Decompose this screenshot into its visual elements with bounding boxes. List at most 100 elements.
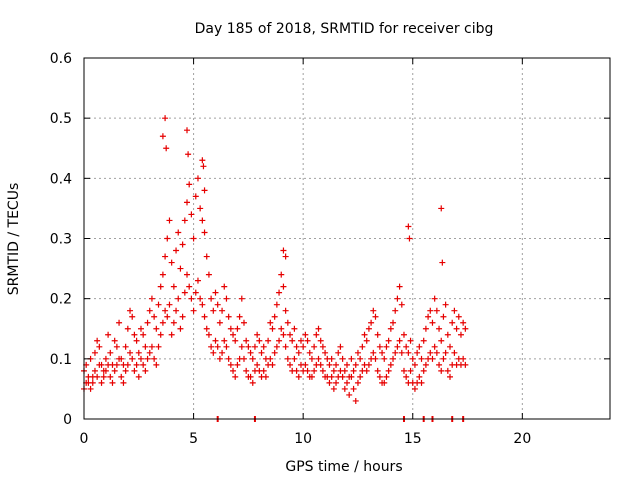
data-point: [133, 361, 140, 368]
data-point: [330, 367, 337, 374]
data-point: [403, 373, 410, 380]
data-point: [179, 313, 186, 320]
data-point: [273, 343, 280, 350]
data-point: [137, 355, 144, 362]
data-point: [365, 325, 372, 332]
data-point: [306, 349, 313, 356]
data-point: [300, 343, 307, 350]
data-point: [438, 367, 445, 374]
data-point: [462, 361, 469, 368]
data-point: [166, 301, 173, 308]
data-point: [341, 385, 348, 392]
data-point: [396, 283, 403, 290]
data-point: [422, 361, 429, 368]
data-point: [319, 367, 326, 374]
data-point: [109, 379, 116, 386]
data-point: [398, 349, 405, 356]
data-point: [210, 349, 217, 356]
data-point: [339, 373, 346, 380]
data-point: [96, 361, 103, 368]
data-point: [111, 337, 118, 344]
data-point: [348, 355, 355, 362]
data-point: [427, 349, 434, 356]
data-point: [124, 325, 131, 332]
data-point: [199, 157, 206, 164]
data-point: [159, 271, 166, 278]
data-point: [278, 325, 285, 332]
data-point: [205, 271, 212, 278]
data-point: [144, 319, 151, 326]
data-point: [260, 367, 267, 374]
data-point: [107, 373, 114, 380]
data-point: [173, 247, 180, 254]
data-point: [405, 223, 412, 230]
data-point: [460, 355, 467, 362]
data-point: [157, 331, 164, 338]
data-point: [151, 313, 158, 320]
data-point: [304, 367, 311, 374]
data-point: [442, 349, 449, 356]
data-point: [153, 361, 160, 368]
data-point: [186, 181, 193, 188]
data-point: [89, 379, 96, 386]
data-point: [460, 319, 467, 326]
data-point: [155, 343, 162, 350]
data-point: [280, 283, 287, 290]
data-point: [127, 307, 134, 314]
data-point: [376, 343, 383, 350]
data-point: [159, 133, 166, 140]
data-point: [282, 343, 289, 350]
data-point: [203, 253, 210, 260]
data-point: [433, 307, 440, 314]
data-point: [163, 145, 170, 152]
data-point: [368, 319, 375, 326]
data-point: [135, 349, 142, 356]
data-point: [194, 175, 201, 182]
data-point: [201, 313, 208, 320]
data-point: [295, 373, 302, 380]
data-point: [431, 295, 438, 302]
data-point: [225, 355, 232, 362]
data-point: [420, 337, 427, 344]
data-point: [394, 295, 401, 302]
data-point: [91, 349, 98, 356]
data-point: [155, 301, 162, 308]
data-point: [133, 337, 140, 344]
data-point: [230, 367, 237, 374]
data-point: [162, 253, 169, 260]
data-point: [304, 337, 311, 344]
data-point: [287, 361, 294, 368]
data-point: [240, 355, 247, 362]
data-point: [315, 355, 322, 362]
x-axis-label: GPS time / hours: [285, 459, 402, 475]
data-point: [227, 325, 234, 332]
data-point: [186, 283, 193, 290]
data-point: [223, 343, 230, 350]
data-point: [219, 307, 226, 314]
data-point: [436, 361, 443, 368]
data-point: [291, 355, 298, 362]
data-point: [162, 307, 169, 314]
data-point: [357, 355, 364, 362]
data-point: [254, 331, 261, 338]
data-point: [234, 361, 241, 368]
data-point: [339, 355, 346, 362]
data-point: [350, 367, 357, 374]
data-point: [208, 343, 215, 350]
data-point: [122, 367, 129, 374]
x-tick-labels: 0 5 10 15 20: [80, 431, 532, 447]
data-point: [429, 355, 436, 362]
data-point: [326, 379, 333, 386]
data-point: [381, 355, 388, 362]
data-point: [166, 217, 173, 224]
data-point: [289, 337, 296, 344]
data-point: [462, 325, 469, 332]
data-point: [212, 289, 219, 296]
data-point: [352, 397, 359, 404]
data-point: [216, 319, 223, 326]
data-point: [113, 343, 120, 350]
data-point: [122, 343, 129, 350]
data-point: [184, 271, 191, 278]
